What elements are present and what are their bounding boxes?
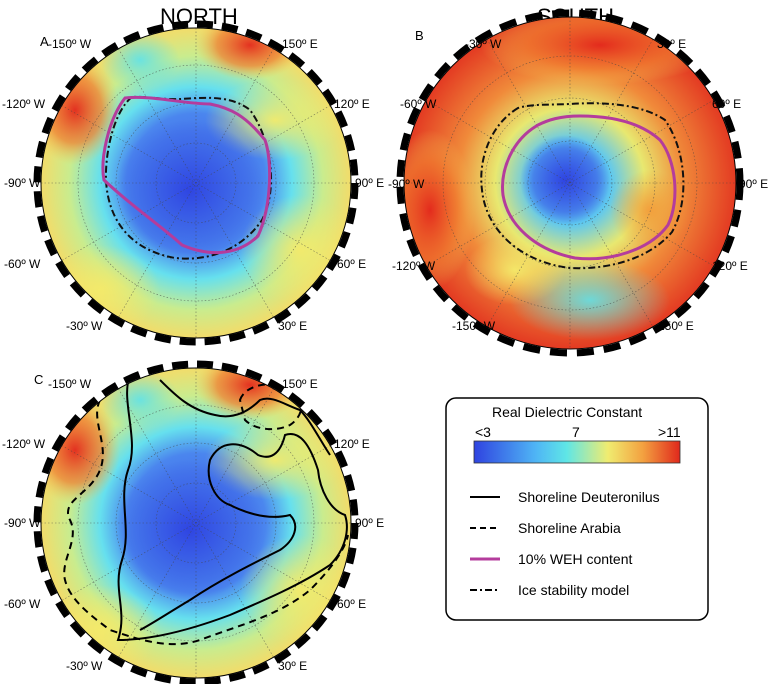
label-b-4: -90º W	[388, 177, 425, 191]
panel-c-labels: -150º W 150º E -120º W 120º E -90º W 90º…	[2, 377, 384, 673]
label-c-4: -90º W	[4, 516, 41, 530]
label-b-9: 150º E	[658, 319, 694, 333]
ice-stability-line-a	[104, 95, 272, 260]
label-c-6: -60º W	[4, 597, 41, 611]
label-a-9: 30º E	[278, 319, 307, 333]
legend: Real Dielectric Constant <3 7 >11 Shorel…	[445, 397, 709, 621]
legend-min-label: <3	[475, 424, 491, 440]
label-b-6: -120º W	[392, 259, 436, 273]
label-a-2: -120º W	[2, 97, 46, 111]
panel-b-labels: -30º W 30º E -60º W 60º E -90º W 90º E -…	[388, 37, 768, 333]
label-a-5: 90º E	[355, 176, 384, 190]
label-c-1: 150º E	[282, 377, 318, 391]
legend-item-2: 10% WEH content	[518, 551, 632, 567]
label-c-8: -30º W	[66, 659, 103, 673]
weh-line-a	[101, 95, 272, 254]
label-c-0: -150º W	[48, 377, 92, 391]
legend-item-0: Shoreline Deuteronilus	[518, 489, 660, 505]
label-c-9: 30º E	[278, 659, 307, 673]
panel-a-map	[33, 20, 359, 346]
label-b-3: 60º E	[712, 97, 741, 111]
label-b-0: -30º W	[465, 37, 502, 51]
panel-b-map	[396, 9, 744, 357]
label-a-8: -30º W	[66, 319, 103, 333]
label-a-1: 150º E	[282, 37, 318, 51]
panel-b-letter: B	[415, 28, 424, 43]
label-c-5: 90º E	[355, 516, 384, 530]
colorbar	[473, 440, 681, 464]
legend-title: Real Dielectric Constant	[492, 404, 642, 420]
label-a-4: -90º W	[4, 176, 41, 190]
shoreline-arabia-c	[63, 399, 349, 646]
shoreline-deuteronilus-c	[116, 374, 348, 642]
label-a-7: 60º E	[337, 257, 366, 271]
label-c-3: 120º E	[334, 437, 370, 451]
weh-line-b	[501, 114, 677, 261]
label-b-1: 30º E	[657, 37, 686, 51]
legend-item-3: Ice stability model	[518, 582, 629, 598]
ice-stability-line-b	[480, 102, 685, 270]
legend-max-label: >11	[658, 424, 681, 440]
panel-c-map	[33, 360, 359, 684]
legend-item-1: Shoreline Arabia	[518, 520, 621, 536]
label-c-2: -120º W	[2, 437, 46, 451]
legend-mid-label: 7	[572, 424, 580, 440]
label-b-5: 90º E	[739, 177, 768, 191]
label-a-3: 120º E	[334, 97, 370, 111]
label-b-7: 120º E	[712, 259, 748, 273]
label-c-7: 60º E	[337, 597, 366, 611]
panel-c-letter: C	[34, 372, 43, 387]
panel-a-letter: A	[40, 34, 49, 49]
label-a-0: -150º W	[48, 37, 92, 51]
label-a-6: -60º W	[4, 257, 41, 271]
label-b-2: -60º W	[400, 97, 437, 111]
label-b-8: -150º W	[452, 319, 496, 333]
panel-a-labels: -150º W 150º E -120º W 120º E -90º W 90º…	[2, 37, 384, 333]
